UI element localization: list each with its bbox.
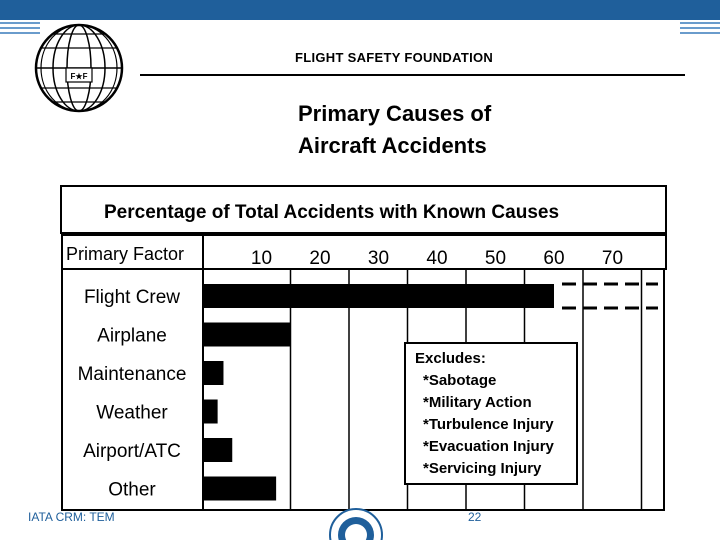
logo-lettering: F★F <box>71 72 88 81</box>
exclusions-note-item: *Servicing Injury <box>423 460 542 477</box>
page-number: 22 <box>468 510 482 524</box>
chart-canvas: Percentage of Total Accidents with Known… <box>60 185 667 511</box>
flight-crew-dashed-extension <box>562 282 658 310</box>
bar <box>204 438 233 462</box>
exclusions-note-item: *Military Action <box>423 394 532 411</box>
exclusions-note-item: *Evacuation Injury <box>423 438 555 455</box>
slide-title-line-2: Aircraft Accidents <box>298 133 487 158</box>
tick-layer: 10 20 30 40 50 60 70 <box>251 248 623 269</box>
category-label: Other <box>108 480 156 501</box>
bar <box>204 284 554 308</box>
chart-title: Percentage of Total Accidents with Known… <box>104 202 559 223</box>
organization-name: FLIGHT SAFETY FOUNDATION <box>295 50 494 65</box>
exclusions-note-item: *Sabotage <box>423 372 496 389</box>
bar-layer <box>204 284 554 501</box>
x-tick-label: 70 <box>602 248 623 269</box>
bar <box>204 361 224 385</box>
x-tick-label: 40 <box>426 248 447 269</box>
x-tick-label: 50 <box>485 248 506 269</box>
footer-seal-logo <box>328 505 384 540</box>
bar <box>204 322 291 347</box>
category-label: Maintenance <box>78 364 187 385</box>
bar <box>204 476 277 501</box>
axis-header-box <box>202 234 667 270</box>
exclusions-note-title: Excludes: <box>415 350 486 367</box>
category-label: Airplane <box>97 326 167 347</box>
category-label: Airport/ATC <box>83 441 181 462</box>
x-tick-label: 20 <box>309 248 330 269</box>
category-header: Primary Factor <box>66 244 184 264</box>
slide-title: Primary Causes of Aircraft Accidents <box>298 98 628 162</box>
category-label: Weather <box>96 403 168 424</box>
exclusions-note-box <box>404 342 578 485</box>
x-tick-label: 60 <box>543 248 564 269</box>
fsf-globe-logo: F★F <box>33 22 125 114</box>
x-tick-label: 10 <box>251 248 272 269</box>
slide-title-line-1: Primary Causes of <box>298 101 492 126</box>
bar <box>204 399 218 424</box>
accident-causes-chart: Percentage of Total Accidents with Known… <box>60 185 667 512</box>
banner-stripes <box>0 20 720 40</box>
x-tick-label: 30 <box>368 248 389 269</box>
category-label: Flight Crew <box>84 287 180 308</box>
header-rule <box>140 74 685 76</box>
top-banner <box>0 0 720 20</box>
exclusions-note-item: *Turbulence Injury <box>423 416 554 433</box>
chart-title-box <box>60 185 667 234</box>
category-label-layer: Flight Crew Airplane Maintenance Weather Air… <box>78 287 187 501</box>
footer-course-label: IATA CRM: TEM <box>28 510 115 524</box>
